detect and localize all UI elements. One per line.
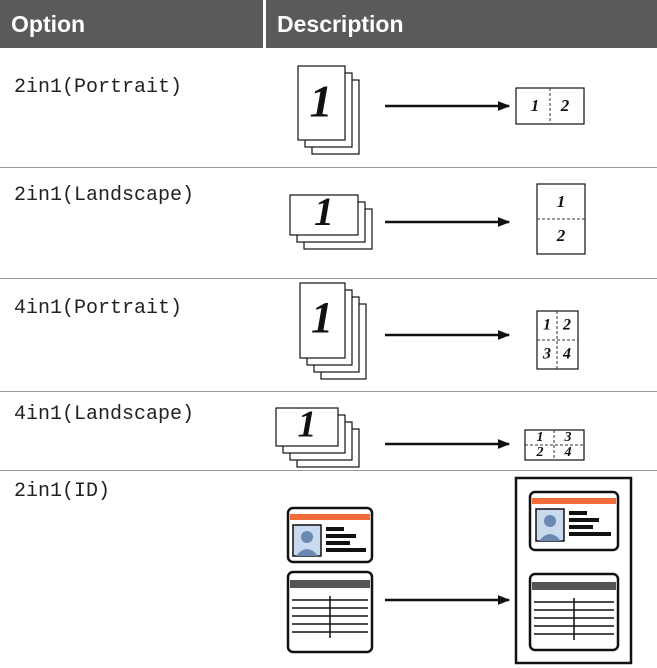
header-cell: Option bbox=[0, 0, 263, 48]
header-cell: Description bbox=[266, 0, 657, 48]
source-page bbox=[299, 282, 346, 359]
result-digit: 2 bbox=[536, 445, 544, 460]
result-digit: 4 bbox=[564, 445, 572, 460]
card-line bbox=[326, 527, 344, 531]
source-page bbox=[289, 194, 359, 236]
card-table bbox=[292, 596, 368, 638]
card-line bbox=[569, 525, 593, 529]
card-line bbox=[326, 541, 350, 545]
photo-body bbox=[296, 549, 318, 556]
card-table bbox=[534, 598, 614, 640]
source-digit: 1 bbox=[311, 293, 333, 342]
diagram-2in1-landscape: 1 1 2 bbox=[289, 183, 586, 255]
result-digit: 1 bbox=[531, 96, 540, 115]
photo-body bbox=[539, 534, 561, 541]
source-page bbox=[297, 65, 346, 141]
source-page bbox=[275, 407, 339, 447]
source-digit: 1 bbox=[298, 404, 317, 446]
result-digit: 4 bbox=[562, 346, 571, 363]
card-line bbox=[569, 518, 599, 522]
option-name: 4in1(Landscape) bbox=[14, 403, 195, 426]
option-name: 4in1(Portrait) bbox=[14, 297, 183, 320]
card-line bbox=[569, 532, 611, 536]
row-separator bbox=[0, 391, 657, 392]
option-name: 2in1(ID) bbox=[14, 480, 111, 503]
diagram-4in1-landscape: 1 1 3 2 4 bbox=[275, 404, 585, 468]
photo-head bbox=[301, 531, 313, 543]
option-name: 2in1(Landscape) bbox=[14, 184, 195, 207]
row-separator bbox=[0, 167, 657, 168]
card-line bbox=[326, 548, 366, 552]
card-band bbox=[532, 582, 616, 590]
result-digit: 1 bbox=[537, 430, 544, 445]
card-line bbox=[326, 534, 356, 538]
card-stripe bbox=[532, 498, 616, 504]
diagram-2in1-id bbox=[286, 476, 633, 665]
row-separator bbox=[0, 278, 657, 279]
source-digit: 1 bbox=[314, 189, 334, 234]
result-digit: 1 bbox=[557, 192, 566, 211]
diagram-4in1-portrait: 1 1 2 3 4 bbox=[299, 282, 579, 380]
result-digit: 3 bbox=[542, 346, 551, 363]
result-digit: 2 bbox=[556, 226, 566, 245]
photo-head bbox=[544, 515, 556, 527]
result-digit: 2 bbox=[560, 96, 570, 115]
card-band bbox=[290, 580, 370, 588]
result-digit: 3 bbox=[564, 430, 572, 445]
result-digit: 2 bbox=[562, 317, 571, 334]
row-separator bbox=[0, 470, 657, 471]
header-option: Option bbox=[11, 11, 86, 37]
header-description: Description bbox=[277, 11, 404, 37]
diagram-2in1-portrait: 1 1 2 bbox=[297, 65, 585, 155]
result-digit: 1 bbox=[543, 317, 551, 334]
source-digit: 1 bbox=[310, 76, 333, 127]
option-name: 2in1(Portrait) bbox=[14, 76, 183, 99]
card-line bbox=[569, 511, 587, 515]
card-stripe bbox=[290, 514, 370, 520]
